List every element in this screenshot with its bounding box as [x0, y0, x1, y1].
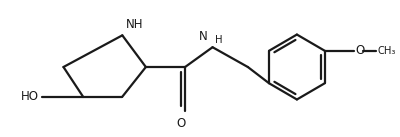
Text: O: O	[355, 44, 364, 57]
Text: N: N	[199, 30, 208, 43]
Text: CH₃: CH₃	[378, 46, 396, 56]
Text: HO: HO	[21, 90, 39, 103]
Text: H: H	[214, 35, 222, 45]
Text: NH: NH	[126, 18, 143, 31]
Text: O: O	[176, 116, 186, 129]
